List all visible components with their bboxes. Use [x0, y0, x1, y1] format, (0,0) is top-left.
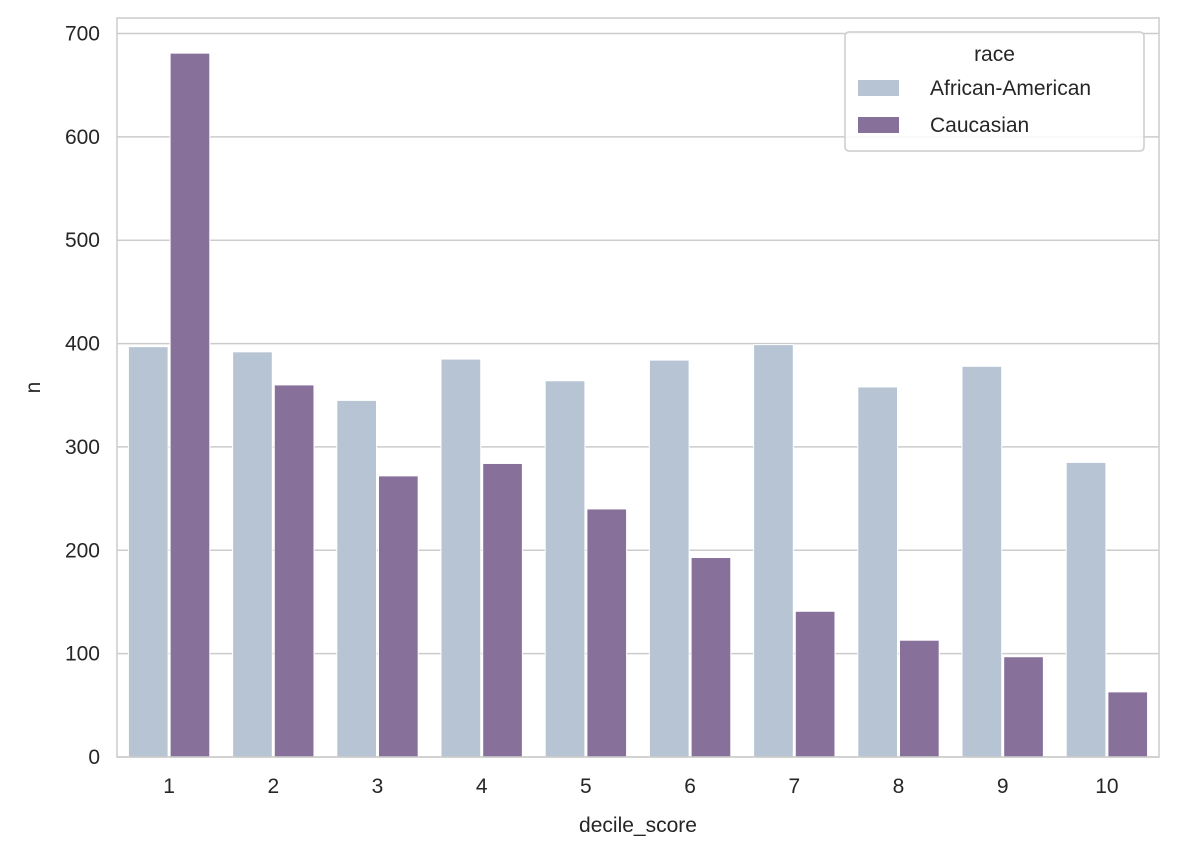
bars — [127, 52, 1149, 758]
x-tick-labels: 1 2 3 4 5 6 7 8 9 10 — [163, 775, 1118, 798]
bar-caucasian-5 — [586, 508, 628, 758]
bar-african-american-4 — [440, 358, 482, 758]
legend-box — [844, 31, 1145, 152]
legend-swatch — [858, 80, 899, 96]
bar-african-american-6 — [648, 359, 690, 758]
bar-african-american-9 — [961, 365, 1003, 758]
x-tick-label: 6 — [684, 775, 696, 798]
bar-caucasian-6 — [690, 557, 732, 758]
bar-african-american-7 — [753, 344, 794, 758]
y-tick-label: 0 — [88, 746, 100, 769]
bar-african-american-10 — [1065, 461, 1107, 758]
legend: race African-American Caucasian — [844, 31, 1145, 152]
x-tick-label: 7 — [788, 775, 800, 798]
bar-caucasian-10 — [1107, 691, 1149, 758]
legend-label: Caucasian — [930, 114, 1029, 137]
legend-title: race — [974, 43, 1015, 66]
bar-african-american-8 — [857, 386, 899, 758]
x-tick-label: 2 — [267, 775, 279, 798]
x-tick-label: 4 — [476, 775, 488, 798]
bar-african-american-3 — [336, 399, 378, 758]
y-tick-labels: 0 100 200 300 400 500 600 700 — [65, 23, 100, 769]
legend-items: African-American Caucasian — [858, 77, 1091, 137]
bar-african-american-5 — [544, 380, 586, 758]
x-tick-label: 9 — [997, 775, 1009, 798]
plot-frame — [116, 17, 1160, 758]
y-tick-label: 100 — [65, 643, 100, 666]
y-tick-label: 200 — [65, 539, 100, 562]
bar-caucasian-8 — [899, 639, 940, 758]
bar-caucasian-4 — [482, 462, 523, 758]
y-tick-label: 600 — [65, 126, 100, 149]
y-axis-label: n — [22, 382, 45, 394]
bar-african-american-2 — [232, 351, 273, 758]
y-tick-label: 500 — [65, 229, 100, 252]
bar-caucasian-2 — [273, 384, 315, 758]
x-tick-label: 10 — [1095, 775, 1118, 798]
bar-caucasian-7 — [794, 610, 836, 758]
bar-caucasian-1 — [169, 52, 211, 758]
y-tick-label: 400 — [65, 333, 100, 356]
x-tick-label: 5 — [580, 775, 592, 798]
x-tick-label: 8 — [893, 775, 905, 798]
y-tick-label: 700 — [65, 23, 100, 46]
x-tick-label: 3 — [372, 775, 384, 798]
bar-caucasian-3 — [378, 475, 419, 758]
bar-african-american-1 — [127, 346, 169, 758]
legend-label: African-American — [930, 77, 1091, 100]
legend-swatch — [858, 117, 899, 133]
x-axis-label: decile_score — [579, 814, 697, 837]
bar-caucasian-9 — [1003, 656, 1044, 758]
x-tick-label: 1 — [163, 775, 175, 798]
y-tick-label: 300 — [65, 436, 100, 459]
